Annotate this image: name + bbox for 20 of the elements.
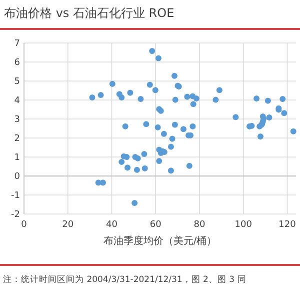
x-tick-label: 20 (62, 220, 74, 230)
chart-title: 布油价格 vs 石油石化行业 ROE (4, 6, 174, 20)
x-tick-label: 120 (278, 220, 296, 230)
y-tick-label: 7 (14, 39, 20, 49)
x-tick-label: 80 (194, 220, 206, 230)
x-tick-label: 0 (21, 220, 28, 230)
y-tick-label: 4 (14, 96, 20, 106)
y-tick-label: 0 (14, 172, 20, 182)
y-tick-label: -1 (11, 191, 20, 201)
x-axis-title: 布油季度均价（美元/桶） (103, 235, 217, 247)
y-tick-label: 1 (14, 153, 20, 163)
y-tick-label: 5 (14, 77, 20, 87)
text: 注：统计时间区间为 2004/3/31-2021/12/31，图 2、图 3 同 (3, 274, 246, 285)
x-tick-label: 40 (106, 220, 118, 230)
y-tick-label: 2 (14, 134, 20, 144)
x-tick-label: 100 (234, 220, 252, 230)
y-tick-label: 6 (14, 58, 20, 68)
y-tick-label: 3 (14, 115, 20, 125)
x-tick-label: 60 (150, 220, 162, 230)
y-tick-label: -2 (11, 210, 20, 220)
